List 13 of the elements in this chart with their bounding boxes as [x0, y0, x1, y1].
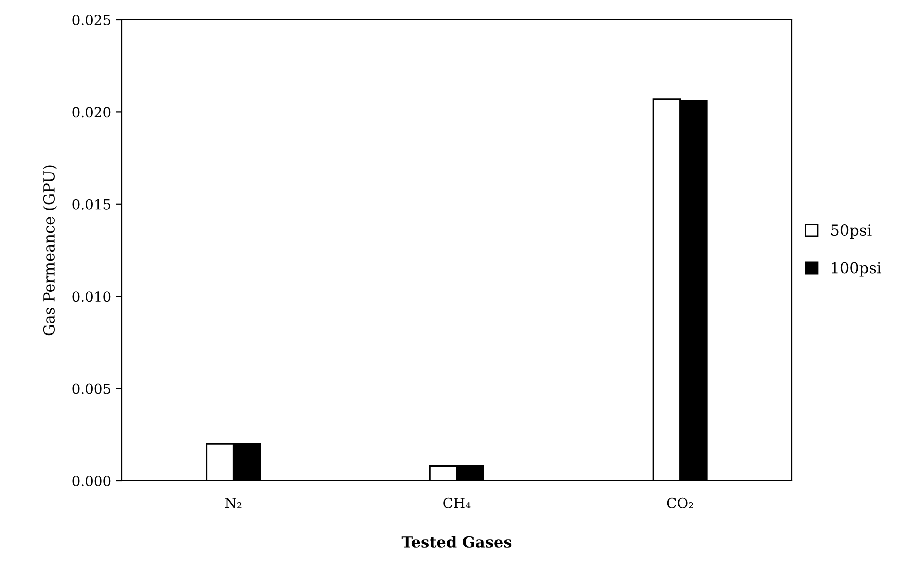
x-tick-label: CH₄ [444, 498, 471, 508]
y-tick-label: 0.005 [72, 384, 111, 394]
x-tick-label: CO₂ [667, 498, 694, 508]
legend-label: 100psi [832, 262, 882, 277]
x-axis-title: Tested Gases [402, 536, 512, 548]
y-tick-label: 0.020 [72, 107, 111, 118]
y-axis-title: Gas Permeance (GPU) [43, 166, 58, 336]
y-tick-label: 0.010 [72, 292, 111, 302]
y-tick-label: 0.000 [72, 476, 111, 486]
y-tick-label: 0.015 [72, 199, 111, 210]
x-tick-label: N₂ [225, 498, 242, 508]
legend-label: 50psi [831, 224, 872, 240]
y-tick-label: 0.025 [72, 14, 111, 26]
